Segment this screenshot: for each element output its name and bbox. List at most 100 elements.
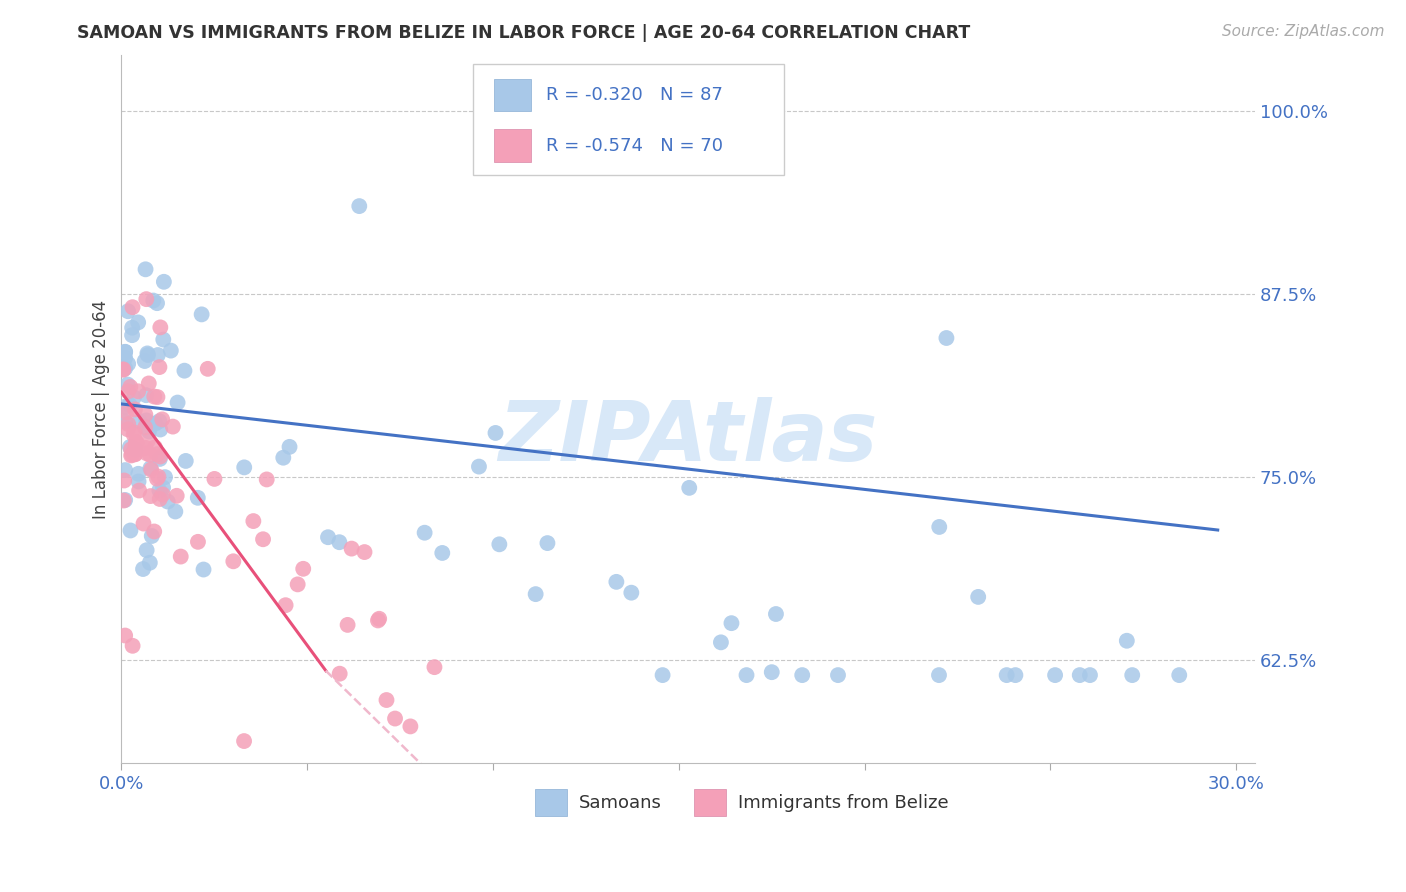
Point [349,199,371,213]
Point [134,354,156,368]
FancyBboxPatch shape [472,63,785,176]
Y-axis label: In Labor Force | Age 20-64: In Labor Force | Age 20-64 [93,300,110,518]
Point [146,296,169,310]
Point [651,668,673,682]
Point [121,320,143,334]
Point [114,361,136,376]
Point [710,635,733,649]
Point [138,425,160,439]
Point [135,446,157,460]
Point [134,408,156,422]
Point [135,543,157,558]
Point [484,425,506,440]
Point [121,448,143,462]
Point [143,524,166,539]
Point [117,357,139,371]
Point [328,535,350,549]
Point [792,668,814,682]
Point [468,459,491,474]
Point [142,293,165,308]
Point [114,492,136,507]
Point [166,489,188,503]
Point [122,391,145,405]
Point [114,628,136,642]
Bar [536,789,567,816]
Point [292,562,315,576]
Point [928,520,950,534]
Point [117,417,139,431]
Point [1168,668,1191,682]
Point [620,585,643,599]
Point [112,362,135,376]
Point [139,461,162,475]
Point [256,472,278,486]
Point [432,546,454,560]
Bar [495,78,530,112]
Point [152,481,174,495]
Text: R = -0.320   N = 87: R = -0.320 N = 87 [547,86,723,103]
Point [135,388,157,402]
Point [149,450,172,464]
Point [152,333,174,347]
Point [120,442,142,457]
Bar [495,129,530,162]
Point [136,346,159,360]
Point [121,300,143,314]
Point [367,614,389,628]
Point [967,590,990,604]
Text: ZIPAtlas: ZIPAtlas [499,397,877,478]
Point [136,434,159,448]
Point [399,719,422,733]
Point [124,447,146,461]
Point [121,639,143,653]
Point [413,525,436,540]
Point [329,666,352,681]
Point [148,469,170,483]
Point [222,554,245,568]
Point [233,460,256,475]
Point [112,493,135,508]
Point [252,533,274,547]
Point [423,660,446,674]
Point [204,472,226,486]
Point [368,612,391,626]
Point [128,483,150,498]
Point [115,405,138,419]
Point [118,440,141,454]
Point [118,398,141,412]
Point [187,491,209,505]
Point [124,402,146,417]
Point [127,467,149,481]
Point [117,304,139,318]
Point [336,618,359,632]
Point [128,414,150,428]
Point [132,516,155,531]
Point [134,420,156,434]
Point [124,442,146,457]
Text: Immigrants from Belize: Immigrants from Belize [738,794,949,812]
Point [765,607,787,621]
Point [149,451,172,466]
Point [143,390,166,404]
Point [353,545,375,559]
Point [274,598,297,612]
Point [114,400,136,414]
Point [139,489,162,503]
Point [127,384,149,399]
Point [173,364,195,378]
Point [149,320,172,334]
Point [193,562,215,576]
Point [122,427,145,442]
Point [135,413,157,427]
Point [149,491,172,506]
Point [112,474,135,488]
Point [146,348,169,362]
Point [1069,668,1091,682]
Point [117,422,139,436]
Point [114,345,136,359]
Text: Samoans: Samoans [579,794,662,812]
Point [114,344,136,359]
Point [935,331,957,345]
Point [117,377,139,392]
Point [1121,668,1143,682]
